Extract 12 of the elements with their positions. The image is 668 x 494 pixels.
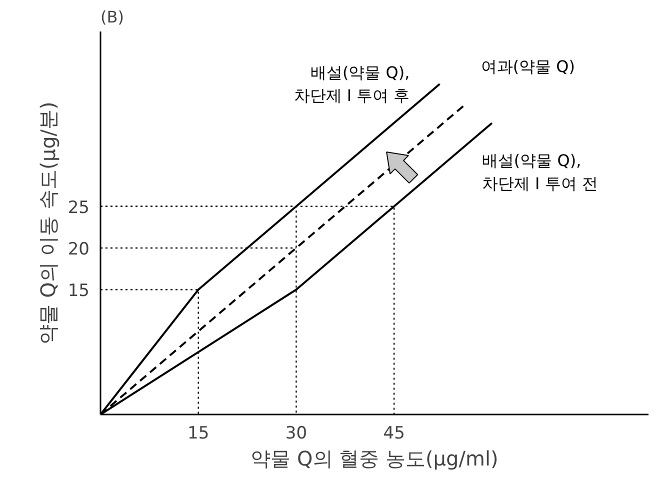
y-axis-title: 약물 Q의 이동 속도(μg/분) <box>36 102 60 344</box>
x-tick-label: 15 <box>188 424 210 444</box>
y-tick-label: 20 <box>68 239 90 260</box>
x-tick-label: 30 <box>285 424 308 444</box>
x-axis-title: 약물 Q의 혈중 농도(μg/ml) <box>250 446 498 470</box>
y-tick-label: 15 <box>68 281 90 302</box>
y-tick-label: 25 <box>68 198 90 218</box>
chart-title: (B) <box>100 8 124 26</box>
series-label: 배설(약물 Q), 차단제 I 투여 후 <box>294 63 410 105</box>
series-label: 여과(약물 Q) <box>480 56 576 76</box>
series-label: 배설(약물 Q), 차단제 I 투여 전 <box>482 151 598 193</box>
x-tick-label: 45 <box>383 424 405 444</box>
